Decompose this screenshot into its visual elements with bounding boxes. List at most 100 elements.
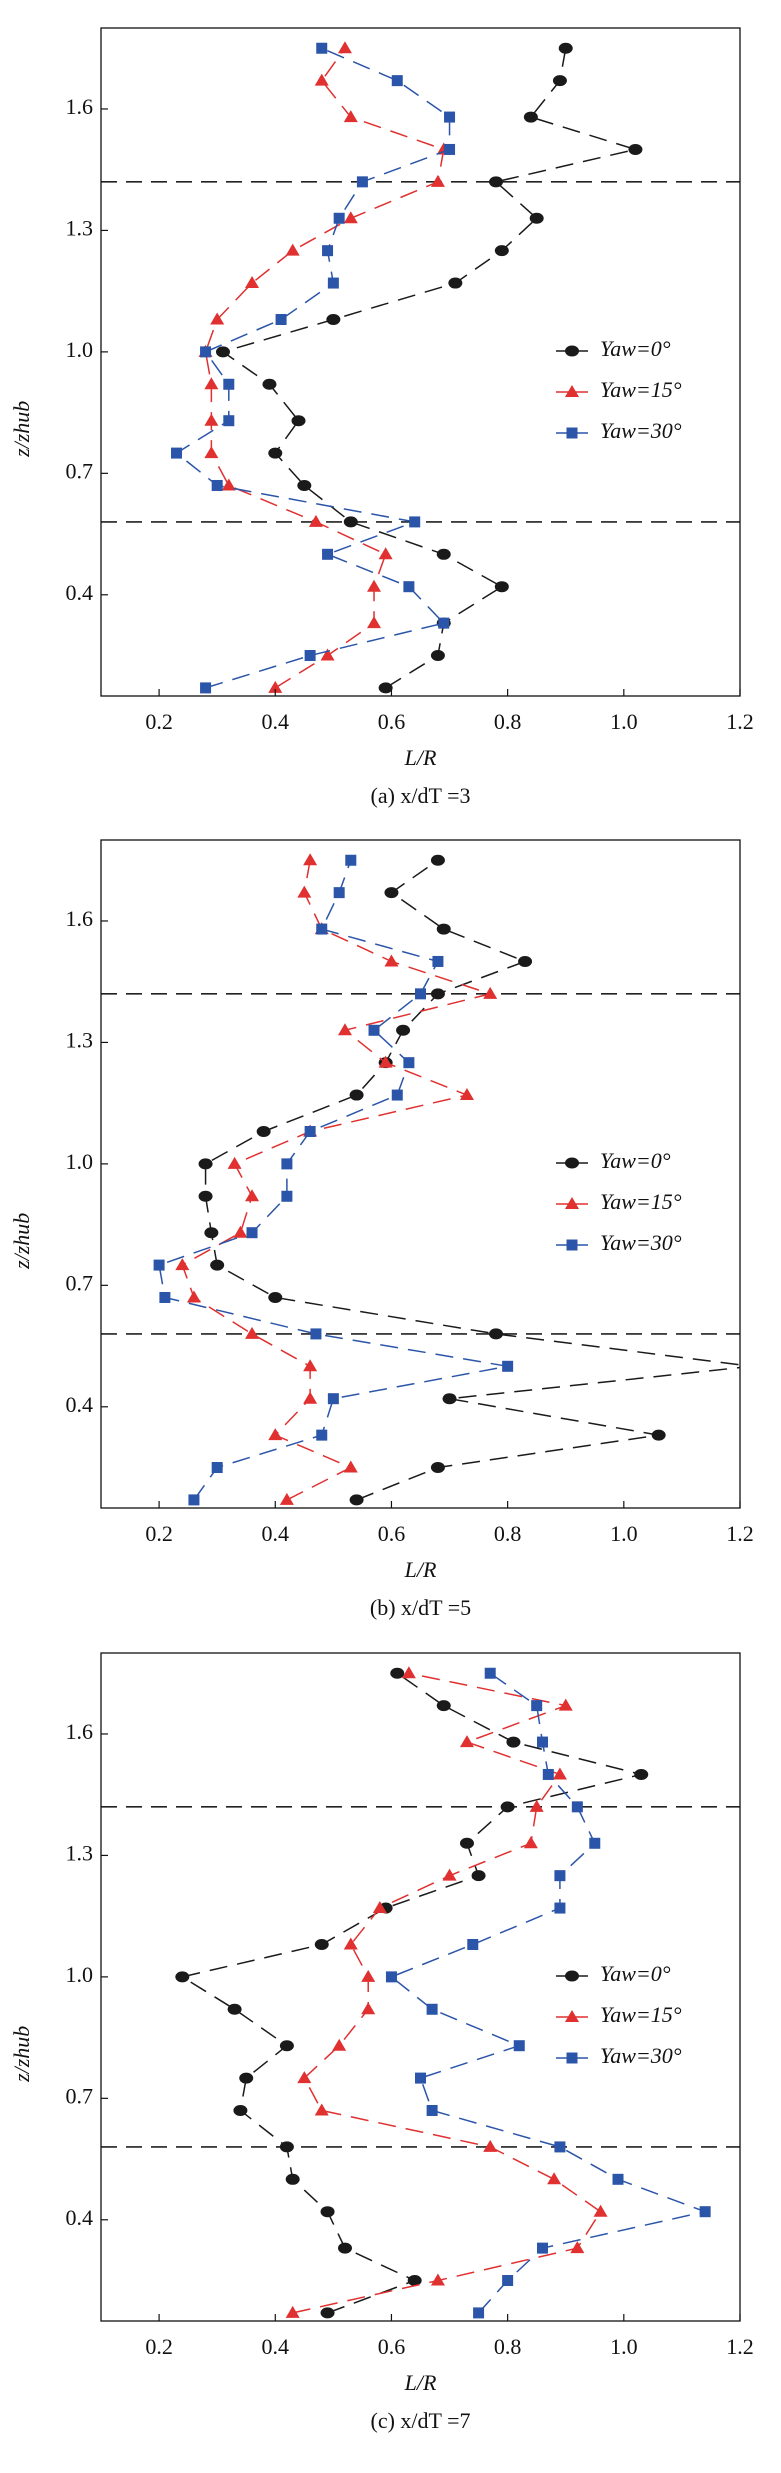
- marker: [327, 1393, 339, 1405]
- marker: [699, 2206, 711, 2218]
- marker: [297, 885, 312, 898]
- marker: [227, 1156, 242, 1169]
- axes-frame: [100, 839, 741, 1509]
- marker: [361, 1969, 376, 1982]
- y-tick-label: 0.7: [66, 2083, 94, 2108]
- legend-label: Yaw=30°: [600, 418, 682, 443]
- marker: [430, 854, 445, 866]
- marker: [304, 1125, 316, 1137]
- marker: [368, 1024, 380, 1036]
- marker: [467, 1938, 479, 1950]
- caption: (a) x/dT =3: [371, 783, 471, 808]
- marker: [442, 1393, 457, 1405]
- marker: [415, 988, 426, 1000]
- marker: [489, 1328, 504, 1340]
- x-tick-label: 1.2: [726, 709, 754, 734]
- marker: [401, 1666, 416, 1679]
- marker: [403, 1057, 415, 1069]
- marker: [391, 75, 403, 87]
- marker: [367, 579, 382, 592]
- marker: [239, 2072, 254, 2084]
- x-tick-label: 0.4: [262, 1521, 290, 1546]
- marker: [502, 1360, 514, 1372]
- marker: [547, 2172, 562, 2185]
- marker: [593, 2204, 608, 2217]
- marker: [444, 143, 456, 155]
- marker: [558, 42, 573, 54]
- y-tick-label: 0.4: [66, 1392, 94, 1417]
- marker: [303, 1359, 318, 1372]
- marker: [436, 1700, 451, 1712]
- marker: [322, 548, 334, 560]
- marker: [275, 313, 287, 325]
- marker: [518, 955, 533, 967]
- marker: [500, 1801, 515, 1813]
- y-tick-label: 1.6: [66, 906, 94, 931]
- marker: [432, 955, 444, 967]
- marker: [281, 1190, 293, 1202]
- marker: [378, 1055, 393, 1068]
- marker: [565, 1157, 579, 1169]
- marker: [444, 111, 456, 123]
- marker: [297, 479, 312, 491]
- marker: [426, 2003, 438, 2015]
- marker: [337, 41, 352, 54]
- x-tick-label: 0.8: [494, 1521, 522, 1546]
- marker: [372, 1901, 387, 1914]
- marker: [297, 2071, 312, 2084]
- marker: [459, 1088, 474, 1101]
- marker: [513, 2040, 525, 2052]
- marker: [245, 276, 260, 289]
- marker: [459, 1735, 474, 1748]
- y-axis-label: z/zhub: [9, 1213, 34, 1270]
- marker: [554, 2141, 566, 2153]
- marker: [268, 1428, 283, 1441]
- y-tick-label: 1.0: [66, 337, 94, 362]
- marker: [651, 1429, 666, 1441]
- marker: [438, 617, 450, 629]
- marker: [303, 1391, 318, 1404]
- marker: [391, 1089, 403, 1101]
- marker: [483, 986, 498, 999]
- marker: [337, 2242, 352, 2254]
- marker: [175, 1258, 190, 1271]
- y-tick-label: 1.3: [66, 1027, 94, 1052]
- marker: [612, 2173, 624, 2185]
- marker: [245, 1189, 260, 1202]
- marker: [171, 447, 183, 459]
- marker: [565, 385, 579, 397]
- marker: [291, 415, 306, 427]
- marker: [343, 1460, 358, 1473]
- marker: [268, 1291, 283, 1303]
- marker: [186, 1290, 201, 1303]
- marker: [554, 1902, 566, 1914]
- marker: [494, 245, 509, 257]
- y-tick-label: 1.6: [66, 94, 94, 119]
- x-tick-label: 0.2: [145, 1521, 173, 1546]
- marker: [256, 1125, 271, 1137]
- marker: [390, 1667, 405, 1679]
- x-tick-label: 0.6: [378, 1521, 406, 1546]
- series-line: [221, 48, 639, 689]
- caption: (b) x/dT =5: [370, 1595, 471, 1620]
- x-tick-label: 0.6: [378, 709, 406, 734]
- marker: [281, 1158, 293, 1170]
- marker: [571, 1801, 583, 1813]
- marker: [483, 2139, 498, 2152]
- marker: [523, 1836, 538, 1849]
- marker: [343, 1937, 358, 1950]
- x-tick-label: 0.2: [145, 709, 173, 734]
- x-tick-label: 0.8: [494, 709, 522, 734]
- marker: [227, 2003, 242, 2015]
- marker: [153, 1259, 165, 1271]
- x-tick-label: 1.0: [610, 2334, 638, 2359]
- marker: [310, 1328, 322, 1340]
- marker: [494, 581, 509, 593]
- marker: [188, 1494, 200, 1506]
- marker: [367, 616, 382, 629]
- marker: [589, 1837, 601, 1849]
- marker: [245, 1326, 260, 1339]
- marker: [384, 954, 399, 967]
- marker: [430, 2273, 445, 2286]
